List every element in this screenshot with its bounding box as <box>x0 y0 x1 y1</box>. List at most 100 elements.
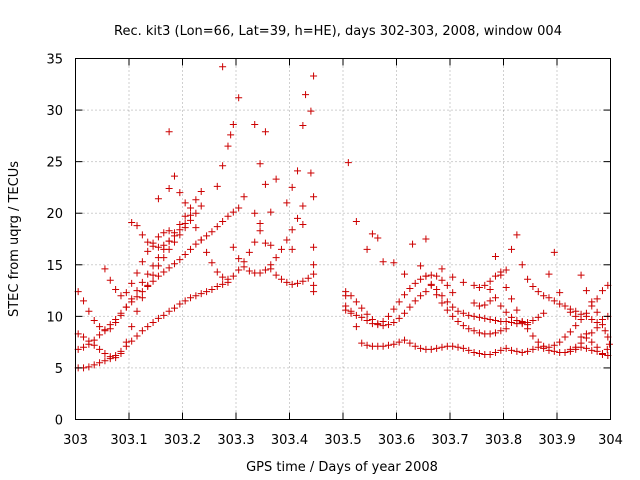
data-point <box>401 291 409 299</box>
data-point <box>409 240 417 248</box>
data-point <box>149 277 157 285</box>
data-point <box>165 237 173 245</box>
data-point <box>203 248 211 256</box>
data-point <box>449 312 457 320</box>
data-point <box>251 238 259 246</box>
x-tick-label: 303.8 <box>485 433 522 448</box>
data-point <box>224 212 232 220</box>
data-point <box>443 306 451 314</box>
x-tick-label: 303 <box>63 433 88 448</box>
data-point <box>219 63 227 71</box>
data-point <box>577 315 585 323</box>
data-point <box>133 269 141 277</box>
data-point <box>122 289 130 297</box>
data-point <box>433 272 441 280</box>
data-point <box>170 260 178 268</box>
data-point <box>307 107 315 115</box>
data-point <box>465 346 473 354</box>
data-point <box>310 261 318 269</box>
data-point <box>508 245 516 253</box>
data-point <box>229 243 237 251</box>
data-point <box>227 131 235 139</box>
data-point <box>165 307 173 315</box>
data-point <box>283 199 291 207</box>
data-point <box>454 343 462 351</box>
data-point <box>529 332 537 340</box>
data-point <box>454 318 462 326</box>
data-point <box>433 344 441 352</box>
data-point <box>534 338 542 346</box>
data-point <box>299 122 307 130</box>
data-point <box>283 278 291 286</box>
x-tick-label: 303.5 <box>324 433 361 448</box>
data-point <box>229 208 237 216</box>
y-tick-label: 10 <box>46 310 63 325</box>
data-point <box>219 217 227 225</box>
data-point <box>213 268 221 276</box>
data-point <box>438 276 446 284</box>
data-point <box>502 344 510 352</box>
data-point <box>208 286 216 294</box>
data-point <box>181 212 189 220</box>
data-point <box>138 294 146 302</box>
data-point <box>438 343 446 351</box>
data-point <box>379 258 387 266</box>
data-point <box>368 315 376 323</box>
data-point <box>170 304 178 312</box>
data-point <box>224 142 232 150</box>
data-point <box>160 311 168 319</box>
data-point <box>545 294 553 302</box>
data-point <box>582 287 590 295</box>
data-point <box>363 316 371 324</box>
data-point <box>154 195 162 203</box>
data-point <box>192 209 200 217</box>
data-point <box>406 303 414 311</box>
data-point <box>417 262 425 270</box>
data-point <box>251 121 259 129</box>
data-point <box>101 265 109 273</box>
data-point <box>112 319 120 327</box>
y-tick-label: 20 <box>46 207 63 222</box>
data-point <box>470 299 478 307</box>
data-point <box>593 295 601 303</box>
data-point <box>363 245 371 253</box>
x-tick-label: 303.4 <box>271 433 308 448</box>
data-point <box>502 283 510 291</box>
data-point <box>272 254 280 262</box>
data-point <box>122 303 130 311</box>
data-point <box>213 282 221 290</box>
axis-ticks <box>75 58 611 420</box>
data-point <box>170 238 178 246</box>
data-point <box>572 343 580 351</box>
data-point <box>556 338 564 346</box>
data-point <box>256 269 264 277</box>
data-point <box>176 256 184 264</box>
data-point <box>384 341 392 349</box>
data-point <box>540 309 548 317</box>
data-point <box>138 327 146 335</box>
data-point <box>219 280 227 288</box>
data-point <box>267 241 275 249</box>
data-point <box>283 236 291 244</box>
data-point <box>187 294 195 302</box>
data-point <box>144 270 152 278</box>
data-point <box>603 345 611 353</box>
data-point <box>181 297 189 305</box>
data-point <box>470 312 478 320</box>
data-point <box>497 271 505 279</box>
data-point <box>294 167 302 175</box>
data-point <box>165 184 173 192</box>
data-points <box>74 63 613 372</box>
data-point <box>277 245 285 253</box>
data-point <box>90 316 98 324</box>
data-point <box>90 361 98 369</box>
data-point <box>219 162 227 170</box>
data-point <box>550 347 558 355</box>
data-point <box>368 230 376 238</box>
data-point <box>524 275 532 283</box>
data-point <box>443 298 451 306</box>
data-point <box>513 316 521 324</box>
data-point <box>550 297 558 305</box>
data-point <box>117 292 125 300</box>
